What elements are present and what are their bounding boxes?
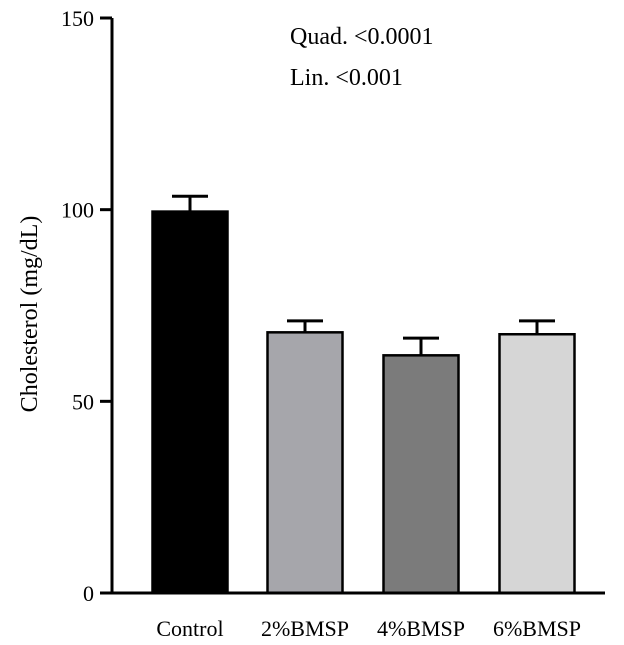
bar-6bmsp xyxy=(498,333,576,595)
x-category-label: 2%BMSP xyxy=(261,616,349,641)
y-tick-label: 100 xyxy=(61,198,94,223)
bar-control xyxy=(151,210,229,595)
bars-layer xyxy=(151,210,576,595)
annotation-lin: Lin. <0.001 xyxy=(290,65,403,91)
y-ticks: 0 50 100 150 xyxy=(61,6,112,606)
y-tick-label: 50 xyxy=(72,389,94,414)
x-category-label: 4%BMSP xyxy=(377,616,465,641)
y-tick-label: 0 xyxy=(83,581,94,606)
y-tick-label: 150 xyxy=(61,6,94,31)
bar-4bmsp xyxy=(382,354,460,595)
x-category-label: 6%BMSP xyxy=(493,616,581,641)
annotation-quad: Quad. <0.0001 xyxy=(290,24,434,50)
x-category-label: Control xyxy=(156,616,223,641)
bar-2bmsp xyxy=(266,331,344,595)
x-category-labels: Control 2%BMSP 4%BMSP 6%BMSP xyxy=(156,616,581,641)
y-axis-title: Cholesterol (mg/dL) xyxy=(17,216,43,413)
error-bars-layer xyxy=(172,194,555,356)
